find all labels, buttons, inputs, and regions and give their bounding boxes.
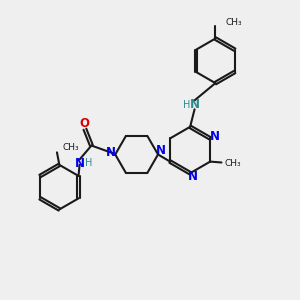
Text: CH₃: CH₃ — [62, 143, 79, 152]
Text: H: H — [183, 100, 190, 110]
Text: N: N — [190, 98, 200, 111]
Text: O: O — [79, 117, 89, 130]
Text: N: N — [188, 170, 198, 183]
Text: N: N — [210, 130, 220, 143]
Text: N: N — [106, 146, 116, 160]
Text: N: N — [156, 144, 166, 158]
Text: CH₃: CH₃ — [226, 18, 242, 27]
Text: N: N — [75, 157, 85, 170]
Text: CH₃: CH₃ — [224, 159, 241, 168]
Text: H: H — [85, 158, 92, 168]
